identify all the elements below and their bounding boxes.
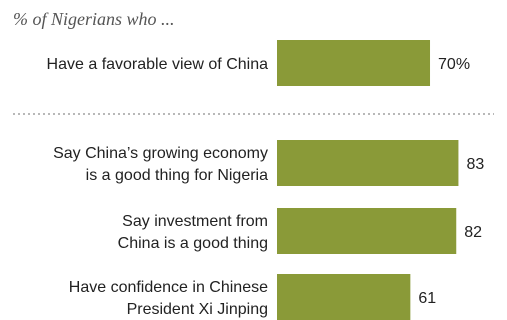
value-label-3: 61	[418, 290, 436, 307]
category-label-line: China is a good thing	[118, 235, 268, 252]
category-label-line: is a good thing for Nigeria	[86, 167, 268, 184]
category-label-1: Say China’s growing economy is a good thi…	[53, 145, 268, 184]
bar-3	[277, 274, 411, 320]
category-label-line: Say China’s growing economy	[53, 145, 268, 162]
chart-subtitle: % of Nigerians who ...	[13, 9, 175, 29]
category-label-line: Have confidence in Chinese	[69, 279, 268, 296]
category-label-3: Have confidence in Chinese President Xi J…	[69, 279, 268, 318]
bar-0	[277, 40, 431, 86]
bar-1	[277, 140, 459, 186]
category-label-line: Have a favorable view of China	[47, 56, 269, 73]
category-label-2: Say investment from China is a good thing	[118, 213, 268, 252]
category-label-0: Have a favorable view of China	[47, 56, 269, 73]
bar-2	[277, 208, 457, 254]
category-label-line: President Xi Jinping	[127, 301, 268, 318]
value-label-0: 70%	[438, 56, 470, 73]
value-label-2: 82	[464, 224, 482, 241]
value-label-1: 83	[466, 156, 484, 173]
category-label-line: Say investment from	[122, 213, 268, 230]
